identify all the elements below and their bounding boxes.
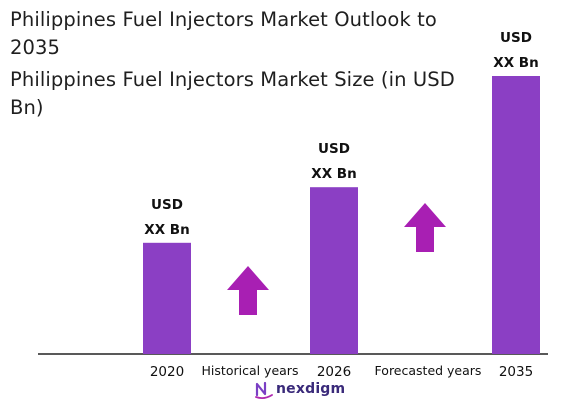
bar-2035 — [492, 76, 540, 354]
chart-subtitle: Philippines Fuel Injectors Market Size (… — [10, 68, 455, 119]
chart-title: Philippines Fuel Injectors Market Outloo… — [10, 8, 437, 59]
up-arrow-icon — [404, 203, 446, 252]
logo-text: nexdigm — [276, 381, 346, 397]
up-arrow-icon — [227, 266, 269, 315]
bar-2026 — [310, 187, 358, 354]
value-label-2026: XX Bn — [311, 166, 356, 182]
nexdigm-logo-icon — [255, 381, 273, 400]
value-label-2020: XX Bn — [144, 222, 189, 238]
x-tick-label-2020: 2020 — [150, 364, 184, 380]
x-tick-label-2035: 2035 — [499, 364, 533, 380]
value-label-2020: USD — [151, 197, 183, 213]
historical-years-label: Historical years — [202, 363, 299, 378]
x-tick-label-2026: 2026 — [317, 364, 351, 380]
nexdigm-logo: nexdigm — [254, 378, 345, 400]
value-label-2026: USD — [318, 141, 350, 157]
bar-2020 — [143, 242, 191, 354]
forecasted-years-label: Forecasted years — [375, 363, 482, 378]
value-label-2035: XX Bn — [493, 55, 538, 71]
value-label-2035: USD — [500, 30, 532, 46]
